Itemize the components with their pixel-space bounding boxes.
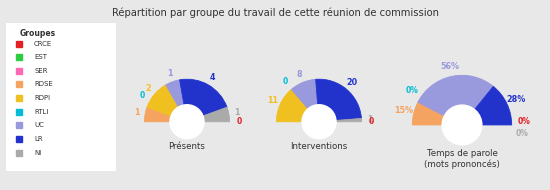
Wedge shape xyxy=(462,86,512,125)
Text: 1: 1 xyxy=(167,69,172,78)
Text: RDSE: RDSE xyxy=(34,82,53,87)
Wedge shape xyxy=(292,79,319,122)
Text: Répartition par groupe du travail de cette réunion de commission: Répartition par groupe du travail de cet… xyxy=(112,8,438,18)
Text: RDPI: RDPI xyxy=(34,95,50,101)
Text: 8: 8 xyxy=(296,70,303,79)
Text: 1: 1 xyxy=(234,108,240,117)
Text: 0: 0 xyxy=(368,117,373,126)
Wedge shape xyxy=(418,75,493,125)
Wedge shape xyxy=(319,118,361,122)
Text: SER: SER xyxy=(34,68,48,74)
Text: Temps de parole
(mots prononcés): Temps de parole (mots prononcés) xyxy=(424,149,500,169)
Text: 0%: 0% xyxy=(518,117,530,126)
Text: 1: 1 xyxy=(134,108,140,117)
Circle shape xyxy=(302,105,336,139)
Text: RTLI: RTLI xyxy=(34,109,48,115)
Wedge shape xyxy=(166,80,187,122)
Wedge shape xyxy=(316,79,361,122)
Text: 15%: 15% xyxy=(394,106,414,115)
Text: 2: 2 xyxy=(145,84,151,93)
Text: 0: 0 xyxy=(283,78,288,86)
Text: 0%: 0% xyxy=(515,129,529,138)
Wedge shape xyxy=(277,89,319,122)
Text: LR: LR xyxy=(34,136,43,142)
FancyBboxPatch shape xyxy=(3,20,118,174)
Circle shape xyxy=(442,105,482,145)
Wedge shape xyxy=(412,102,462,125)
Text: Groupes: Groupes xyxy=(20,29,56,38)
Text: EST: EST xyxy=(34,54,47,60)
Circle shape xyxy=(170,105,204,139)
Text: 20: 20 xyxy=(346,78,358,87)
Text: 4: 4 xyxy=(210,73,215,82)
Text: Présents: Présents xyxy=(168,142,206,151)
Text: 11: 11 xyxy=(267,96,278,105)
Text: 0: 0 xyxy=(139,91,145,100)
Text: NI: NI xyxy=(34,150,41,156)
Text: Interventions: Interventions xyxy=(290,142,348,151)
Wedge shape xyxy=(147,85,187,122)
Wedge shape xyxy=(187,107,229,122)
Text: 0%: 0% xyxy=(406,86,419,95)
Text: CRCE: CRCE xyxy=(34,40,52,47)
Text: UC: UC xyxy=(34,122,44,128)
Text: 0: 0 xyxy=(236,117,241,126)
Text: 56%: 56% xyxy=(441,62,459,71)
Wedge shape xyxy=(180,79,227,122)
Text: 28%: 28% xyxy=(506,95,525,104)
Wedge shape xyxy=(145,107,187,122)
Text: 1: 1 xyxy=(367,115,373,124)
